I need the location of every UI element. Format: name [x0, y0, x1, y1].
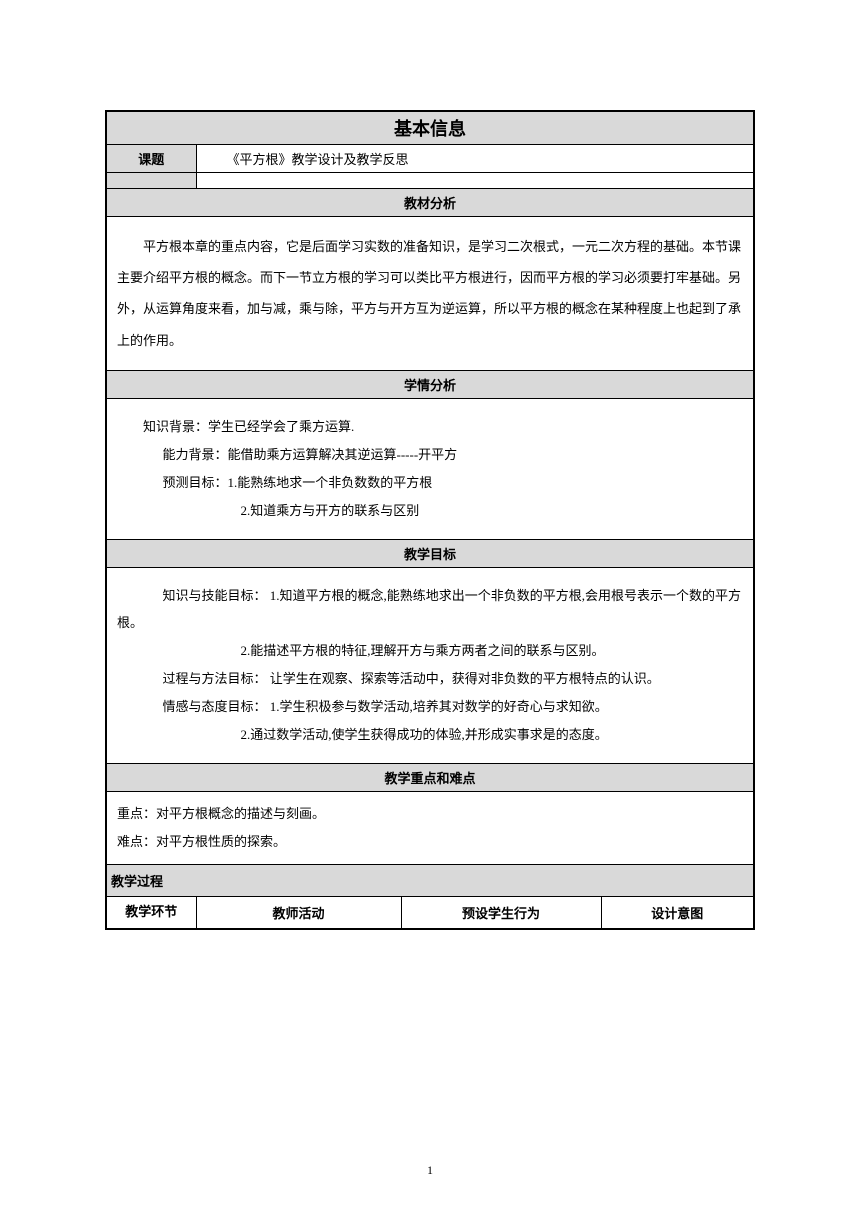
learners-l2: 能力背景：能借助乘方运算解决其逆运算-----开平方 [117, 441, 743, 469]
goals-l1: 知识与技能目标： 1.知道平方根的概念,能熟练地求出一个非负数的平方根,会用根号… [117, 582, 743, 638]
spacer-left [106, 173, 196, 189]
col-teacher: 教师活动 [196, 897, 401, 930]
goals-l2: 2.能描述平方根的特征,理解开方与乘方两者之间的联系与区别。 [117, 637, 743, 665]
learners-l1: 知识背景：学生已经学会了乘方运算. [117, 413, 743, 441]
goals-l4: 情感与态度目标： 1.学生积极参与数学活动,培养其对数学的好奇心与求知欲。 [117, 693, 743, 721]
spacer-right [196, 173, 754, 189]
process-header: 教学过程 [106, 865, 754, 897]
focus-header: 教学重点和难点 [106, 764, 754, 792]
learners-header: 学情分析 [106, 370, 754, 398]
page-number: 1 [0, 1163, 860, 1178]
learners-body: 知识背景：学生已经学会了乘方运算. 能力背景：能借助乘方运算解决其逆运算----… [106, 398, 754, 539]
materials-body: 平方根本章的重点内容，它是后面学习实数的准备知识，是学习二次根式，一元二次方程的… [106, 217, 754, 371]
focus-body: 重点：对平方根概念的描述与刻画。 难点：对平方根性质的探索。 [106, 792, 754, 865]
goals-l5: 2.通过数学活动,使学生获得成功的体验,并形成实事求是的态度。 [117, 721, 743, 749]
col-stage: 教学环节 [106, 897, 196, 930]
goals-l3: 过程与方法目标： 让学生在观察、探索等活动中，获得对非负数的平方根特点的认识。 [117, 665, 743, 693]
materials-header: 教材分析 [106, 189, 754, 217]
col-intent: 设计意图 [601, 897, 754, 930]
materials-text: 平方根本章的重点内容，它是后面学习实数的准备知识，是学习二次根式，一元二次方程的… [117, 231, 743, 356]
goals-body: 知识与技能目标： 1.知道平方根的概念,能熟练地求出一个非负数的平方根,会用根号… [106, 567, 754, 764]
learners-l4: 2.知道乘方与开方的联系与区别 [117, 497, 743, 525]
topic-label: 课题 [106, 145, 196, 173]
lesson-plan-table: 基本信息 课题 《平方根》教学设计及教学反思 教材分析 平方根本章的重点内容，它… [105, 110, 755, 930]
main-title: 基本信息 [106, 111, 754, 145]
col-student: 预设学生行为 [401, 897, 601, 930]
goals-header: 教学目标 [106, 539, 754, 567]
focus-l1: 重点：对平方根概念的描述与刻画。 [117, 800, 743, 828]
learners-l3: 预测目标：1.能熟练地求一个非负数数的平方根 [117, 469, 743, 497]
focus-l2: 难点：对平方根性质的探索。 [117, 828, 743, 856]
topic-value: 《平方根》教学设计及教学反思 [196, 145, 754, 173]
